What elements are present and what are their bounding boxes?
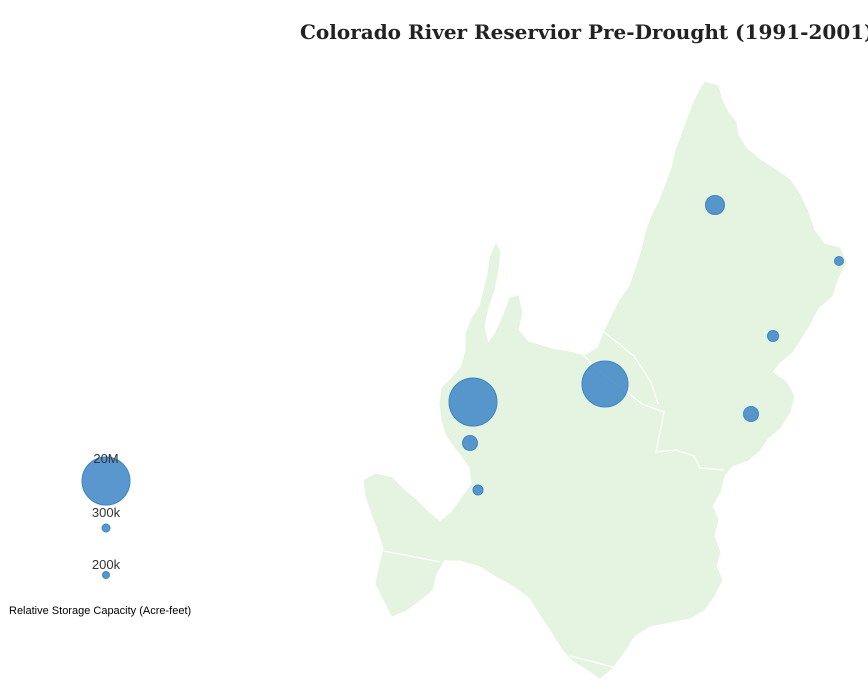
size-legend: 20M 300k 200k Relative Storage Capacity … [9,451,191,617]
legend-label-300k: 300k [92,505,121,520]
reservoir-markers [448,195,844,496]
reservoir-west-small[interactable] [472,484,484,496]
reservoir-northeast-edge[interactable] [834,256,844,266]
map-title: Colorado River Reservior Pre-Drought (19… [300,20,868,44]
state-boundary-wyoming [603,331,659,405]
state-boundary-california-arizona [377,549,441,563]
reservoir-west-large[interactable] [448,377,498,427]
legend-label-200k: 200k [92,557,121,572]
legend-label-20m: 20M [93,451,118,466]
reservoir-east[interactable] [767,330,779,342]
reservoir-southeast[interactable] [743,406,759,422]
legend-circle-20m [81,456,131,506]
legend-circle-300k [101,523,111,533]
legend-circle-200k [102,571,110,579]
legend-title: Relative Storage Capacity (Acre-feet) [9,605,191,617]
state-boundary-mexico [569,655,617,669]
reservoir-central-large[interactable] [581,360,629,408]
reservoir-north[interactable] [705,195,725,215]
reservoir-west-medium[interactable] [462,435,478,451]
